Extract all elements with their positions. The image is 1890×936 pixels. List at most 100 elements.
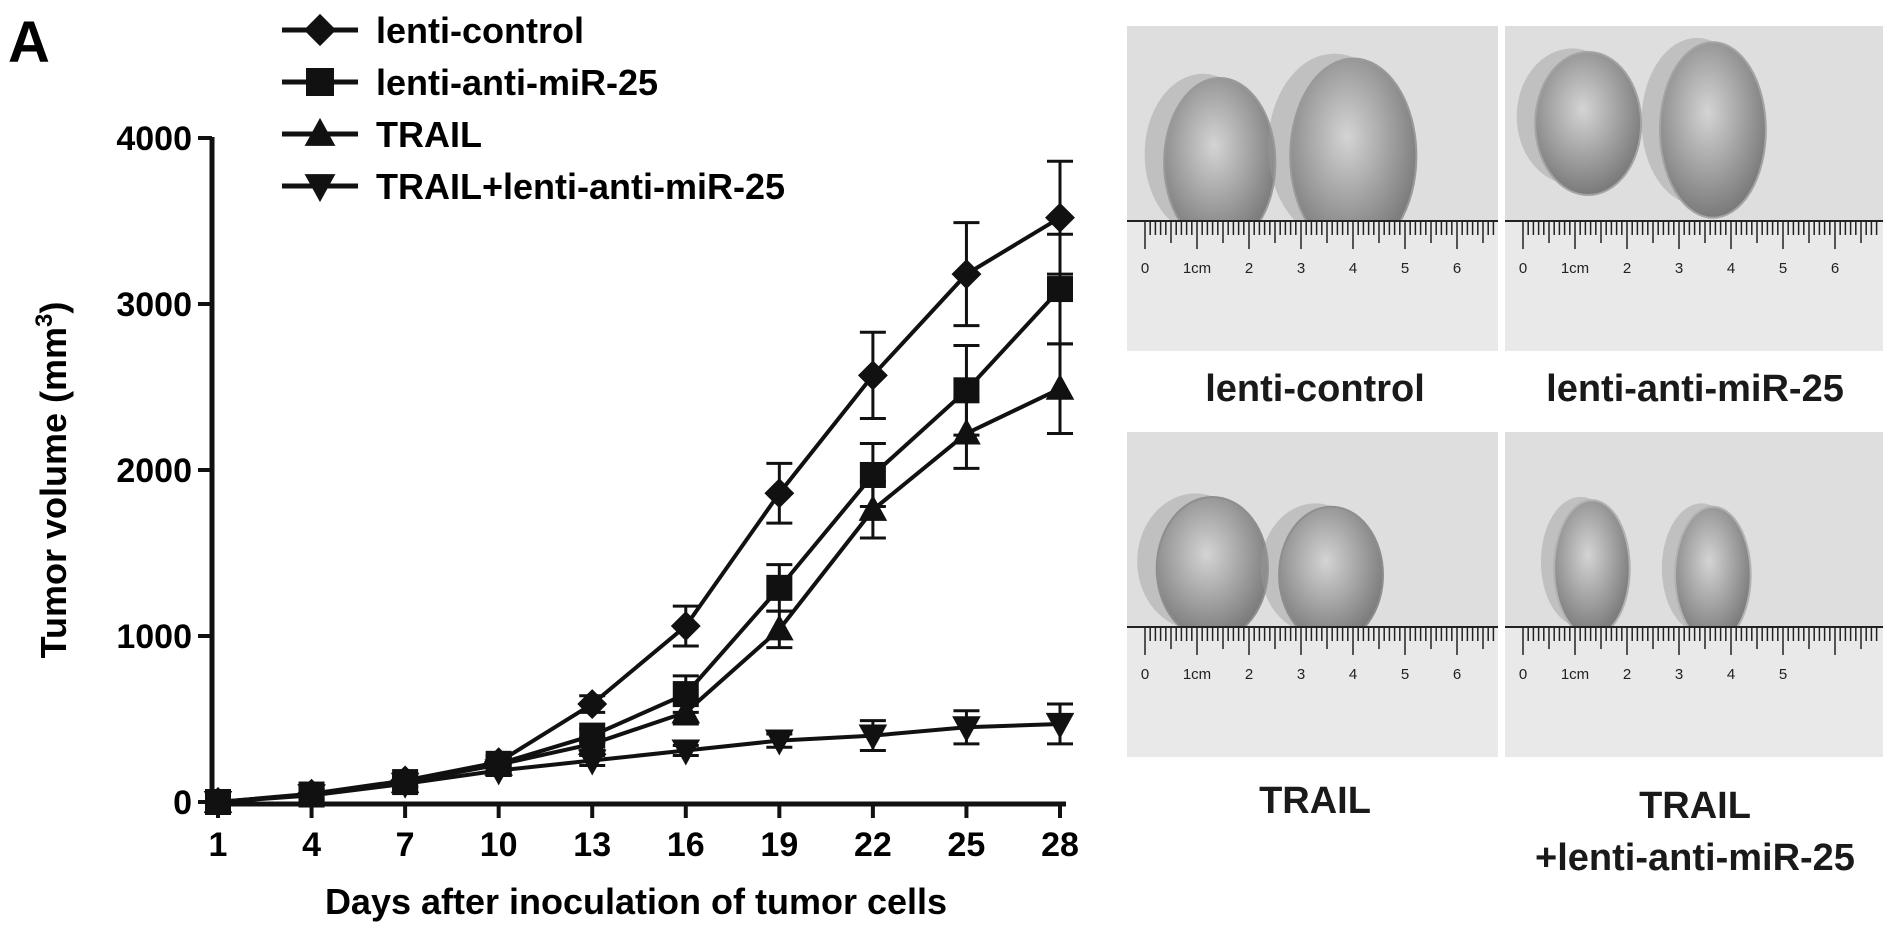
tumor-photo-grid: 0 1cm 2 3 4 5 6 0 1cm 2 3 4 5 6 0 1cm 2 3 4 5 6 0 1cm 2 3 4 5 xyxy=(1127,26,1883,757)
photo-caption-lenti-control: lenti-control xyxy=(1130,368,1500,411)
ruler-body xyxy=(1127,221,1498,351)
caption-line: +lenti-anti-miR-25 xyxy=(1535,837,1855,879)
photo-caption-trail-lenti-anti-mir-25: TRAIL +lenti-anti-miR-25 xyxy=(1505,780,1885,884)
y-axis-title-main: Tumor volume (mm xyxy=(33,327,74,658)
data-point xyxy=(484,759,513,786)
ruler-label: 4 xyxy=(1727,260,1735,277)
ruler: 0 1cm 2 3 4 5 xyxy=(1505,626,1883,757)
x-tick-label: 13 xyxy=(573,826,611,864)
legend-label: TRAIL xyxy=(376,114,482,155)
data-point xyxy=(764,478,795,509)
data-point xyxy=(203,790,233,817)
tumor-specimen xyxy=(1553,499,1631,638)
tumor-photo: 0 1cm 2 3 4 5 6 xyxy=(1127,26,1498,351)
legend-marker xyxy=(303,13,337,47)
ruler-label: 2 xyxy=(1623,260,1631,277)
x-tick-label: 10 xyxy=(480,826,518,864)
ruler-body xyxy=(1505,627,1883,757)
data-point xyxy=(577,749,607,776)
x-tick-label: 19 xyxy=(760,826,798,864)
ruler-label: 6 xyxy=(1831,260,1839,277)
ruler-label: 1cm xyxy=(1561,666,1589,683)
tumor-specimen xyxy=(1674,505,1752,645)
ruler-label: 4 xyxy=(1349,666,1357,683)
tumor-specimen xyxy=(1278,505,1384,645)
ruler-label: 0 xyxy=(1519,666,1527,683)
x-tick-label: 1 xyxy=(209,826,228,864)
ruler: 0 1cm 2 3 4 5 6 xyxy=(1127,626,1498,757)
legend-marker xyxy=(304,117,336,146)
ruler-label: 4 xyxy=(1727,666,1735,683)
data-point xyxy=(577,689,608,720)
x-tick-label: 7 xyxy=(396,826,415,864)
series-lenti-control xyxy=(203,159,1075,817)
x-ticks: 1 4 7 10 13 16 19 22 25 28 xyxy=(209,804,1079,864)
panel-letter: A xyxy=(8,10,50,75)
ruler-label: 0 xyxy=(1141,666,1149,683)
ruler-label: 3 xyxy=(1675,260,1683,277)
data-point xyxy=(1047,276,1073,303)
caption-line: lenti-anti-miR-25 xyxy=(1546,368,1844,410)
ruler-label: 6 xyxy=(1453,260,1461,277)
series-trail-lenti-anti-mir-25 xyxy=(203,702,1075,817)
data-point xyxy=(952,716,981,743)
x-tick-label: 4 xyxy=(302,826,321,864)
axes xyxy=(209,137,1066,807)
data-point xyxy=(858,494,888,521)
series-layer xyxy=(203,159,1075,817)
ruler-label: 4 xyxy=(1349,260,1357,277)
ruler-body xyxy=(1127,627,1498,757)
y-axis-title-close: ) xyxy=(33,302,74,314)
legend-item: TRAIL xyxy=(282,114,482,155)
legend-marker xyxy=(304,174,336,203)
caption-line: TRAIL xyxy=(1639,785,1751,827)
ruler-body xyxy=(1505,221,1883,351)
legend-label: lenti-anti-miR-25 xyxy=(376,62,658,103)
legend-item: TRAIL+lenti-anti-miR-25 xyxy=(282,166,785,207)
tumor-photo: 0 1cm 2 3 4 5 xyxy=(1505,432,1883,757)
data-point xyxy=(1045,712,1075,739)
tumor-growth-chart: 0 1000 2000 3000 4000 1 4 7 10 13 16 19 22 25 28 lent… xyxy=(31,10,1079,922)
caption-line: lenti-control xyxy=(1205,368,1425,410)
y-tick-label: 4000 xyxy=(116,120,192,158)
ruler-label: 6 xyxy=(1453,666,1461,683)
tumor-specimen xyxy=(1658,41,1767,219)
data-point xyxy=(297,784,326,811)
tumor-specimen xyxy=(1155,496,1269,641)
data-point xyxy=(858,724,888,751)
ruler-label: 3 xyxy=(1297,666,1305,683)
caption-line: TRAIL xyxy=(1259,780,1371,822)
data-point xyxy=(671,739,701,766)
x-tick-label: 28 xyxy=(1041,826,1079,864)
data-point xyxy=(1045,202,1075,233)
ruler: 0 1cm 2 3 4 5 6 xyxy=(1505,220,1883,351)
data-point xyxy=(765,729,794,756)
legend-item: lenti-anti-miR-25 xyxy=(282,62,658,103)
ruler-label: 3 xyxy=(1675,666,1683,683)
data-point xyxy=(671,697,701,724)
series-line xyxy=(217,721,1061,804)
ruler-label: 2 xyxy=(1623,666,1631,683)
y-tick-label: 1000 xyxy=(116,618,192,656)
y-axis-title: Tumor volume (mm3) xyxy=(31,302,74,659)
tumor-specimen xyxy=(1534,51,1643,196)
data-point xyxy=(577,728,607,755)
ruler-label: 0 xyxy=(1141,260,1149,277)
data-point xyxy=(670,611,701,641)
x-axis-title: Days after inoculation of tumor cells xyxy=(325,881,947,922)
legend-item: lenti-control xyxy=(282,10,584,51)
data-point xyxy=(1045,373,1075,400)
tumor-photo: 0 1cm 2 3 4 5 6 xyxy=(1505,26,1883,351)
legend-label: TRAIL+lenti-anti-miR-25 xyxy=(376,166,785,207)
legend: lenti-control lenti-anti-miR-25 TRAIL TRAIL… xyxy=(282,10,785,207)
ruler-label: 3 xyxy=(1297,260,1305,277)
ruler-label: 2 xyxy=(1245,666,1253,683)
x-tick-label: 22 xyxy=(854,826,892,864)
ruler-label: 1cm xyxy=(1183,666,1211,683)
x-tick-label: 16 xyxy=(667,826,705,864)
series-trail xyxy=(203,342,1075,814)
data-point xyxy=(766,574,793,601)
legend-marker xyxy=(306,68,334,96)
y-ticks: 0 1000 2000 3000 4000 xyxy=(116,120,212,822)
